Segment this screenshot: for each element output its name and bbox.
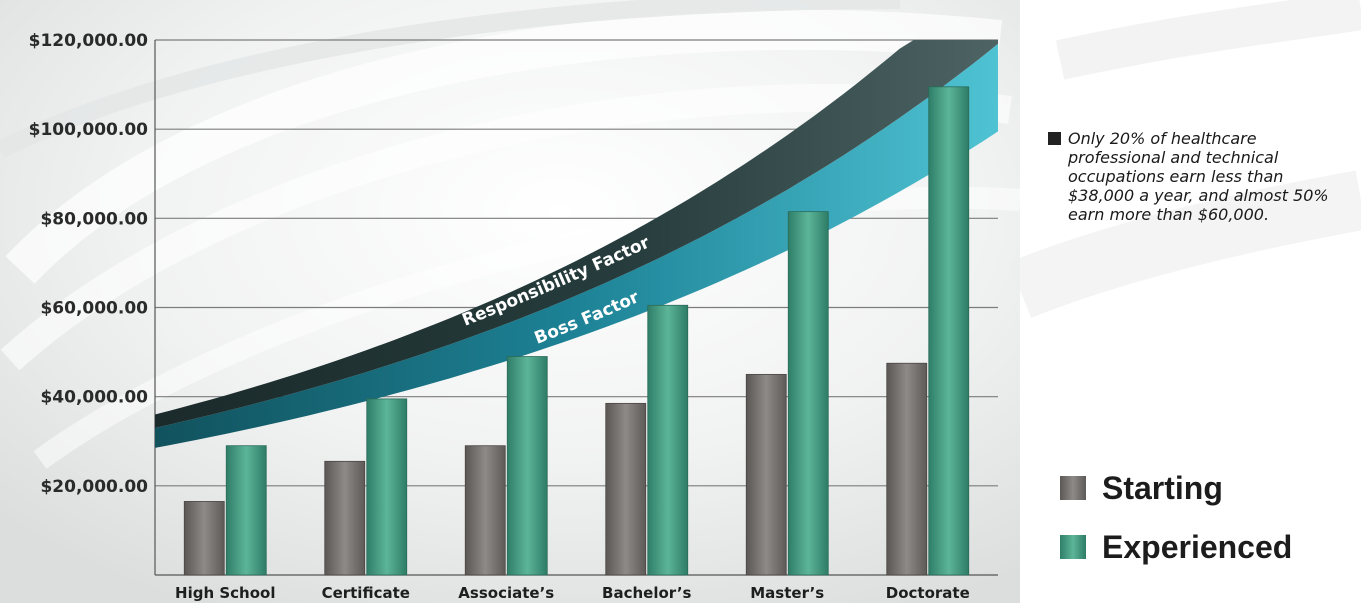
bullet-square-icon [1048,132,1061,145]
legend: Starting Experienced [1060,466,1292,584]
y-tick-label: $120,000.00 [29,31,149,51]
y-tick-label: $80,000.00 [40,209,148,229]
x-tick-label: Doctorate [886,584,970,602]
legend-item-starting: Starting [1060,466,1292,510]
bar-experienced-3 [647,304,689,576]
x-tick-label: Bachelor’s [602,584,691,602]
x-tick-label: Certificate [322,584,410,602]
bar-experienced-1 [366,398,408,576]
experienced-swatch-icon [1060,535,1086,559]
bar-starting-2 [464,445,506,576]
factor-bands: Responsibility Factor Boss Factor [155,40,998,448]
bar-starting-4 [745,373,787,576]
y-tick-label: $40,000.00 [40,388,148,408]
legend-label-experienced: Experienced [1102,528,1293,565]
x-tick-label: Associate’s [458,584,554,602]
y-tick-label: $60,000.00 [40,299,148,319]
bar-experienced-0 [225,445,267,576]
y-tick-label: $100,000.00 [29,120,149,140]
legend-label-starting: Starting [1102,469,1223,506]
bar-starting-5 [886,362,928,576]
y-axis-ticks: $20,000.00 $40,000.00 $60,000.00 $80,000.00… [29,31,149,497]
bar-starting-0 [183,501,225,576]
responsibility-factor-band [155,40,998,428]
bar-starting-1 [324,460,366,576]
bars [183,86,970,576]
y-tick-label: $20,000.00 [40,477,148,497]
x-tick-label: Master’s [750,584,824,602]
bar-experienced-5 [928,86,970,576]
starting-swatch-icon [1060,476,1086,500]
legend-item-experienced: Experienced [1060,525,1292,569]
footnote-text: Only 20% of healthcare professional and … [1048,129,1353,224]
bar-starting-3 [605,402,647,576]
x-tick-label: High School [175,584,275,602]
bar-experienced-2 [506,356,548,576]
note-text: Only 20% of healthcare professional and … [1068,129,1329,224]
x-axis-ticks: High School Certificate Associate’s Bachelo… [175,584,970,602]
bar-experienced-4 [787,211,829,576]
